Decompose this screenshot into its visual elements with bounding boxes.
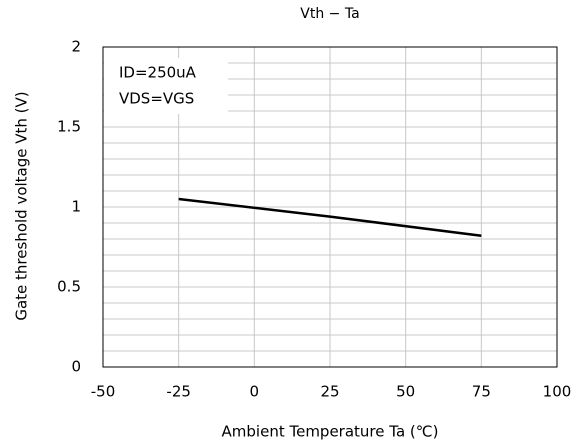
x-tick-label: 50: [396, 383, 415, 401]
x-tick-label: 25: [320, 383, 339, 401]
y-tick-label: 1.5: [57, 118, 81, 136]
y-tick-label: 0: [71, 358, 81, 376]
y-tick-label: 0.5: [57, 278, 81, 296]
annotation: VDS=VGS: [119, 90, 194, 108]
annotation: ID=250uA: [119, 64, 197, 82]
plot-frame: [102, 46, 558, 368]
x-tick-label: 75: [472, 383, 491, 401]
x-tick-label: 100: [543, 383, 572, 401]
y-axis-label: Gate threshold voltage Vth (V): [13, 91, 31, 320]
x-axis-label: Ambient Temperature Ta (℃): [222, 423, 439, 441]
annotation-box: [104, 58, 228, 114]
x-tick-label: 0: [250, 383, 260, 401]
x-tick-label: -50: [91, 383, 116, 401]
data-line: [178, 197, 482, 238]
chart-title: Vth − Ta: [300, 6, 359, 22]
y-tick-label: 1: [71, 198, 81, 216]
x-tick-label: -25: [166, 383, 191, 401]
y-tick-label: 2: [71, 38, 81, 56]
